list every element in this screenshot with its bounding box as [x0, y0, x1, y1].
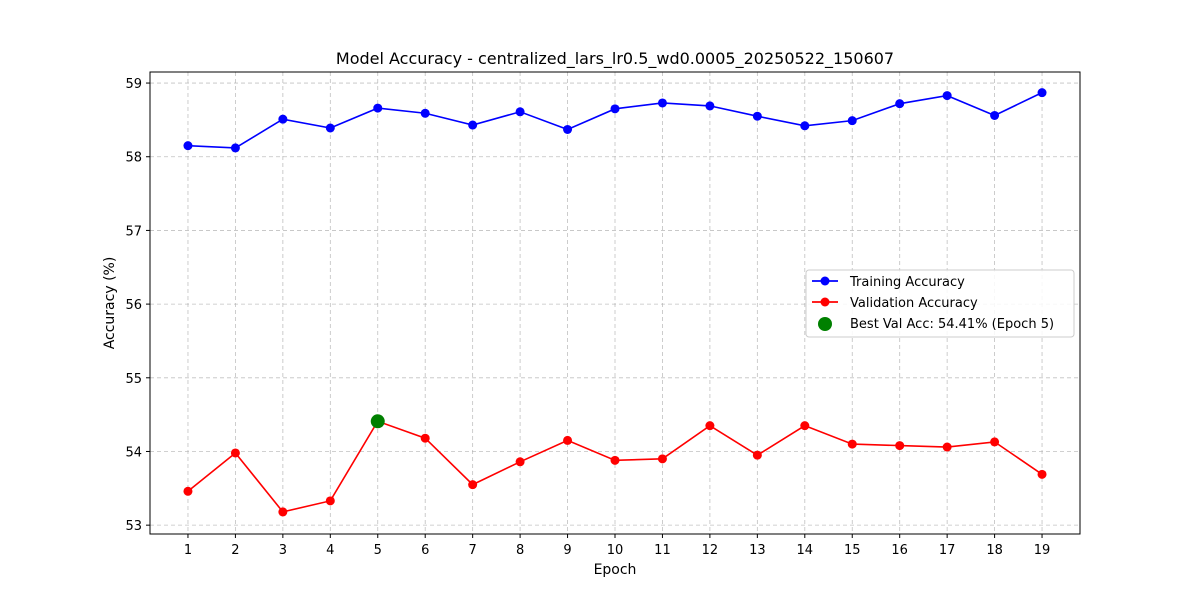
series-1-point	[657, 454, 667, 464]
legend-label-training: Training Accuracy	[849, 275, 965, 290]
series-1-point	[610, 455, 620, 465]
legend-label-best: Best Val Acc: 54.41% (Epoch 5)	[850, 317, 1054, 332]
series-0-point	[990, 110, 1000, 120]
x-tick-label: 7	[469, 543, 477, 558]
series-0-point	[610, 104, 620, 114]
x-tick-label: 9	[563, 543, 571, 558]
x-tick-label: 16	[891, 543, 908, 558]
x-tick-label: 2	[231, 543, 239, 558]
y-tick-label: 54	[125, 445, 142, 460]
x-tick-label: 11	[654, 543, 671, 558]
series-1-point	[895, 441, 905, 451]
series-layer	[183, 88, 1047, 517]
x-tick-label: 15	[844, 543, 861, 558]
y-axis-ticks: 53 54 55 56 57 58 59	[125, 77, 150, 534]
x-axis-label: Epoch	[594, 562, 637, 578]
series-0-point	[847, 116, 857, 126]
legend-label-validation: Validation Accuracy	[850, 296, 978, 311]
x-tick-label: 17	[939, 543, 956, 558]
legend-marker-validation	[820, 297, 830, 307]
series-0-point	[942, 91, 952, 101]
series-1-point	[468, 480, 478, 490]
series-1-point	[847, 439, 857, 449]
series-1-point	[1037, 469, 1047, 479]
x-tick-label: 8	[516, 543, 524, 558]
x-tick-label: 4	[326, 543, 334, 558]
x-tick-label: 1	[184, 543, 192, 558]
legend-box	[805, 269, 1075, 338]
y-tick-label: 59	[125, 77, 142, 92]
series-1-point	[278, 507, 288, 517]
legend-marker-training	[820, 276, 830, 286]
y-tick-label: 57	[125, 224, 142, 239]
series-1-point	[942, 442, 952, 452]
x-tick-label: 3	[279, 543, 287, 558]
series-1-point	[420, 433, 430, 443]
series-0-point	[563, 124, 573, 134]
series-0-point	[515, 107, 525, 117]
series-0-point	[278, 114, 288, 124]
series-1-point	[990, 437, 1000, 447]
series-1-point	[515, 457, 525, 467]
series-1-point	[325, 496, 335, 506]
legend-marker-best	[818, 317, 832, 331]
x-tick-label: 19	[1034, 543, 1051, 558]
best-val-marker	[370, 414, 385, 429]
x-tick-label: 12	[702, 543, 719, 558]
x-tick-label: 6	[421, 543, 429, 558]
x-tick-label: 14	[797, 543, 814, 558]
series-1-point	[752, 450, 762, 460]
series-0-point	[183, 141, 193, 151]
x-tick-label: 10	[607, 543, 624, 558]
series-0-point	[468, 120, 478, 130]
series-0-point	[230, 143, 240, 153]
chart-title: Model Accuracy - centralized_lars_lr0.5_…	[336, 49, 894, 69]
series-0-point	[373, 103, 383, 113]
series-1-point	[705, 421, 715, 431]
series-0-point	[657, 98, 667, 108]
series-0-point	[752, 111, 762, 121]
series-1-point	[563, 435, 573, 445]
series-0-point	[800, 121, 810, 131]
y-tick-label: 58	[125, 151, 142, 166]
y-tick-label: 56	[125, 298, 142, 313]
series-0-point	[325, 123, 335, 133]
y-axis-label: Accuracy (%)	[102, 257, 118, 350]
x-tick-label: 18	[986, 543, 1003, 558]
x-axis-ticks: 1 2 3 4 5 6 7 8 9 10 11 12 13 14 15 16 17 18 19	[184, 534, 1050, 558]
series-0-point	[895, 99, 905, 109]
series-0-point	[705, 101, 715, 111]
y-tick-label: 53	[125, 519, 142, 534]
y-tick-label: 55	[125, 372, 142, 387]
series-1-point	[230, 448, 240, 458]
legend: Training Accuracy Validation Accuracy Be…	[805, 269, 1075, 338]
series-0-point	[1037, 88, 1047, 98]
series-1-point	[183, 486, 193, 496]
x-tick-label: 13	[749, 543, 766, 558]
x-tick-label: 5	[374, 543, 382, 558]
series-0-point	[420, 108, 430, 118]
series-1-point	[800, 421, 810, 431]
